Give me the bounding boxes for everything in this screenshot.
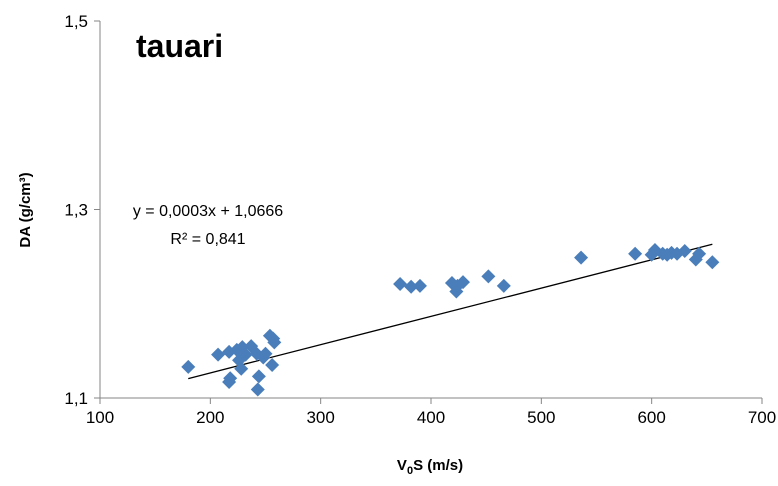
- data-point: [258, 346, 273, 361]
- data-point: [267, 335, 282, 350]
- x-axis-title-main: V: [397, 457, 407, 474]
- data-point: [251, 369, 266, 384]
- data-point: [393, 276, 408, 291]
- data-point: [628, 246, 643, 261]
- data-point: [412, 278, 427, 293]
- r-squared-label: R² = 0,841: [170, 231, 245, 248]
- data-point: [250, 382, 265, 397]
- x-axis-title-rest: S (m/s): [413, 457, 463, 474]
- x-tick-label: 500: [527, 408, 555, 427]
- y-tick-label: 1,3: [64, 201, 88, 220]
- tick-labels: 1,1 1,3 1,5 100 200 300 400 500 600 700: [64, 12, 776, 427]
- trendline-equation: y = 0,0003x + 1,0666: [133, 203, 283, 220]
- y-axis-title: DA (g/cm³): [17, 172, 34, 247]
- data-points: [181, 243, 720, 397]
- y-tick-label: 1,1: [64, 389, 88, 408]
- data-point: [404, 279, 419, 294]
- data-point: [692, 246, 707, 261]
- data-point: [677, 243, 692, 258]
- x-tick-label: 400: [417, 408, 445, 427]
- x-axis-title-subscript: 0: [407, 465, 413, 477]
- data-point: [223, 371, 238, 386]
- data-point: [481, 269, 496, 284]
- data-point: [496, 278, 511, 293]
- data-point: [211, 347, 226, 362]
- data-point: [234, 361, 249, 376]
- data-point: [455, 275, 470, 290]
- x-tick-label: 300: [306, 408, 334, 427]
- data-point: [181, 359, 196, 374]
- data-point: [574, 250, 589, 265]
- x-tick-label: 600: [637, 408, 665, 427]
- x-tick-label: 700: [748, 408, 776, 427]
- x-axis-title: V0S (m/s): [397, 457, 463, 477]
- axes: [94, 20, 763, 404]
- y-tick-label: 1,5: [64, 12, 88, 31]
- data-point: [705, 255, 720, 270]
- data-point: [265, 358, 280, 373]
- chart-title: tauari: [136, 28, 223, 64]
- trendline: [188, 243, 713, 380]
- data-point: [688, 252, 703, 267]
- x-tick-label: 200: [196, 408, 224, 427]
- x-tick-label: 100: [86, 408, 114, 427]
- trendline-group: [188, 243, 713, 380]
- data-point: [244, 339, 259, 354]
